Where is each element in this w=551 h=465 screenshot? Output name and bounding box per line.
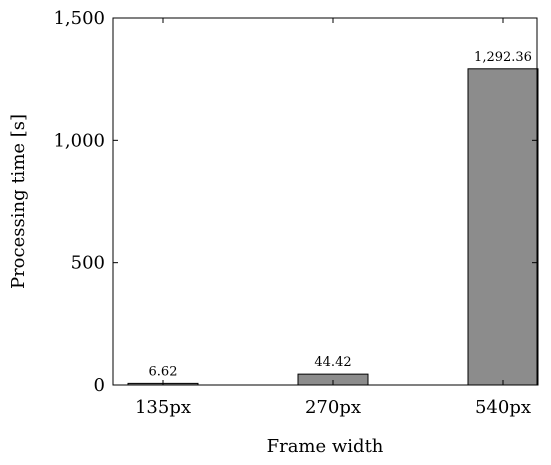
x-tick-label-270px: 270px [305,397,361,418]
data-label-540px: 1,292.36 [474,50,532,65]
data-label-270px: 44.42 [314,355,351,370]
y-tick-label: 0 [94,375,105,396]
y-tick-label: 1,500 [53,8,105,29]
x-tick-label-540px: 540px [475,397,531,418]
bars-group [127,68,539,386]
y-tick-label: 500 [71,253,105,274]
plot-frame [112,17,538,386]
y-ticks-group: 0 500 1,000 1,500 [53,8,537,396]
y-tick-label: 1,000 [53,130,105,151]
axes-group [112,17,538,386]
x-tick-label-135px: 135px [135,397,191,418]
data-labels-group: 6.62 44.42 1,292.36 [149,50,532,380]
x-ticks-group: 135px 270px 540px [135,18,531,418]
y-axis-label: Processing time [s] [8,114,29,289]
x-axis-label: Frame width [267,436,384,457]
bar-540px [467,68,539,386]
data-label-135px: 6.62 [149,364,178,379]
